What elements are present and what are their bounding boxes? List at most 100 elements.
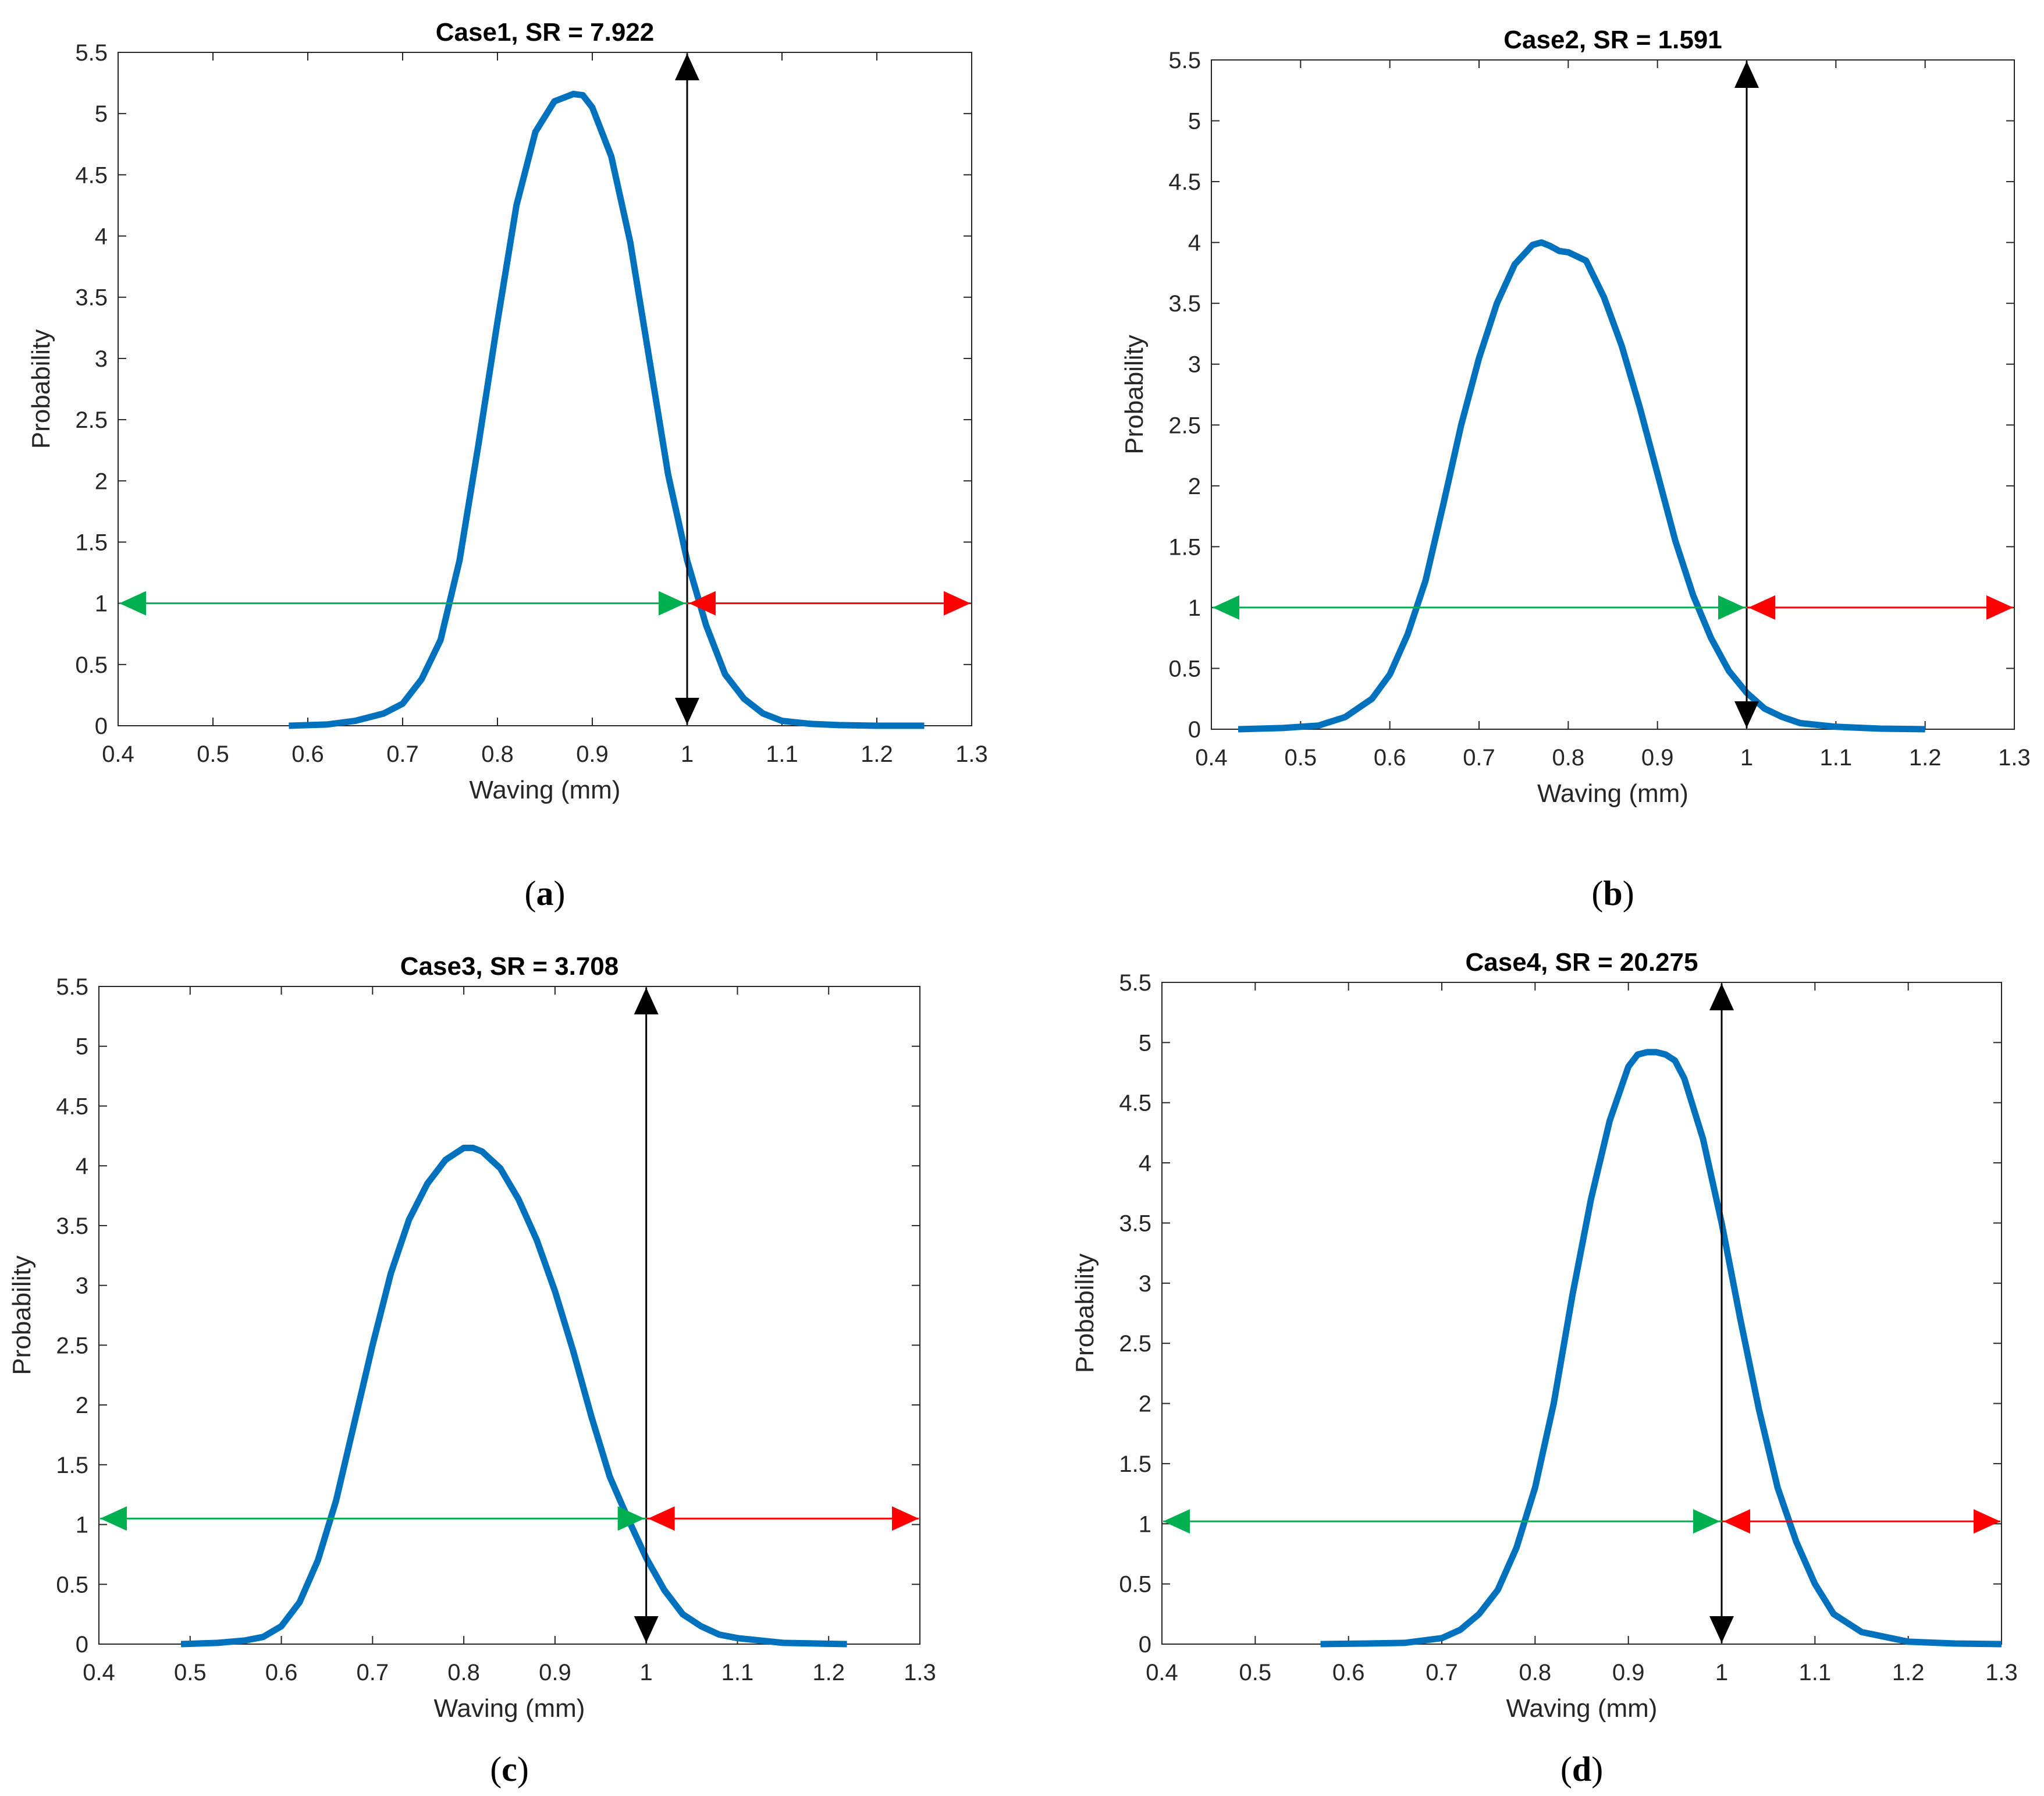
series-line-waving-pdf (289, 91, 925, 729)
safe-arrowhead-left (100, 1506, 127, 1531)
x-tick-label: 1.1 (1799, 1660, 1832, 1685)
failure-arrowhead-left (1748, 595, 1775, 620)
x-tick-label: 0.9 (1612, 1660, 1645, 1685)
caption-close-paren: ) (1623, 874, 1634, 913)
y-tick-label: 5.5 (56, 974, 88, 1000)
series-line-waving-pdf (180, 1144, 847, 1648)
y-axis-label: Probability (27, 329, 55, 449)
y-tick-label: 0.5 (75, 652, 108, 678)
y-tick-label: 3 (76, 1273, 88, 1299)
safe-arrowhead-right (1693, 1509, 1720, 1534)
x-tick-label: 1.3 (1998, 745, 2031, 771)
y-axis-label: Probability (8, 1255, 36, 1375)
threshold-arrowhead-bottom (1734, 701, 1759, 728)
threshold-arrowhead-top (675, 54, 699, 80)
panel-caption: (b) (1591, 874, 1634, 913)
y-tick-label: 5 (76, 1034, 88, 1060)
y-tick-label: 0.5 (1168, 656, 1201, 682)
series-line-waving-pdf (1238, 239, 1925, 733)
chart-panel-a: 0.4 0.5 0.6 0.7 0.8 0.9 1 1.1 1.2 1.3 0 0.5 1 1.5 2 2.5… (27, 18, 988, 913)
y-tick-label: 2 (1139, 1392, 1151, 1417)
x-tick-label: 0.8 (1519, 1660, 1552, 1685)
caption-letter: d (1572, 1750, 1591, 1788)
y-tick-label: 0.5 (1119, 1572, 1151, 1598)
x-tick-label: 0.4 (102, 741, 134, 767)
caption-letter: b (1603, 874, 1622, 913)
x-tick-label: 0.4 (1195, 745, 1228, 771)
y-tick-label: 1.5 (56, 1453, 88, 1478)
plot-area (118, 52, 972, 726)
y-tick-label: 2.5 (1119, 1331, 1151, 1357)
safe-arrowhead-right (1718, 595, 1745, 620)
y-tick-label: 3.5 (56, 1213, 88, 1239)
threshold-arrowhead-top (1709, 984, 1734, 1010)
x-tick-label: 1.3 (1985, 1660, 2018, 1685)
x-tick-label: 1.2 (812, 1660, 845, 1685)
x-tick-label: 1 (681, 741, 694, 767)
caption-open-paren: ( (1591, 874, 1603, 913)
x-tick-label: 0.4 (1146, 1660, 1178, 1685)
y-tick-label: 1.5 (1119, 1451, 1151, 1477)
x-tick-label: 0.7 (1426, 1660, 1458, 1685)
threshold-arrowhead-bottom (675, 698, 699, 725)
x-tick-label: 0.5 (174, 1660, 207, 1685)
y-axis-label: Probability (1071, 1254, 1099, 1373)
x-tick-label: 1.2 (1909, 745, 1942, 771)
failure-arrowhead-left (689, 591, 716, 616)
y-tick-label: 1 (1188, 595, 1201, 621)
y-tick-label: 2 (95, 468, 108, 494)
chart-title: Case2, SR = 1.591 (1503, 26, 1722, 54)
safe-arrowhead-right (617, 1506, 645, 1531)
y-tick-label: 2.5 (75, 407, 108, 433)
x-axis-label: Waving (mm) (1506, 1694, 1658, 1723)
y-tick-label: 3.5 (1168, 291, 1201, 317)
threshold-arrowhead-top (634, 988, 659, 1014)
caption-open-paren: ( (1560, 1750, 1572, 1788)
y-tick-label: 1 (1139, 1511, 1151, 1537)
x-tick-label: 1.2 (861, 741, 893, 767)
x-tick-label: 0.8 (447, 1660, 480, 1685)
caption-letter: a (536, 874, 554, 913)
y-tick-label: 1.5 (75, 530, 108, 555)
caption-close-paren: ) (554, 874, 566, 913)
y-tick-label: 5 (1188, 109, 1201, 134)
failure-arrowhead-left (1723, 1509, 1750, 1534)
caption-letter: c (502, 1750, 517, 1788)
y-tick-label: 2.5 (56, 1333, 88, 1358)
x-tick-label: 1 (640, 1660, 653, 1685)
chart-title: Case4, SR = 20.275 (1466, 948, 1698, 977)
y-tick-label: 2 (1188, 474, 1201, 499)
x-tick-label: 0.9 (1641, 745, 1674, 771)
x-axis-label: Waving (mm) (434, 1694, 585, 1723)
y-tick-label: 2 (76, 1393, 88, 1418)
y-tick-label: 0 (1139, 1632, 1151, 1657)
x-tick-label: 1.3 (955, 741, 988, 767)
chart-panel-c: 0.4 0.5 0.6 0.7 0.8 0.9 1 1.1 1.2 1.3 0 0.5 1 1.5 2 2.5… (8, 952, 936, 1788)
y-tick-label: 4.5 (56, 1094, 88, 1119)
threshold-arrowhead-bottom (634, 1616, 659, 1643)
failure-arrowhead-right (944, 591, 971, 616)
x-tick-label: 0.5 (1285, 745, 1317, 771)
x-tick-label: 1.1 (766, 741, 798, 767)
y-tick-label: 4.5 (75, 162, 108, 188)
panel-caption: (d) (1560, 1750, 1603, 1788)
caption-open-paren: ( (490, 1750, 502, 1788)
x-tick-label: 0.9 (539, 1660, 571, 1685)
x-tick-label: 1 (1715, 1660, 1728, 1685)
plot-area (1211, 59, 2015, 730)
x-tick-label: 0.5 (1239, 1660, 1272, 1685)
x-tick-label: 1.1 (1820, 745, 1853, 771)
plot-area (1161, 982, 2002, 1645)
x-axis-label: Waving (mm) (1537, 779, 1688, 808)
x-tick-label: 0.7 (1463, 745, 1495, 771)
y-tick-label: 5 (95, 101, 108, 127)
y-tick-label: 3.5 (75, 285, 108, 311)
y-axis-label: Probability (1120, 335, 1149, 454)
y-tick-label: 3.5 (1119, 1211, 1151, 1236)
x-tick-label: 0.9 (576, 741, 609, 767)
safe-arrowhead-right (659, 591, 685, 616)
y-tick-label: 1 (95, 591, 108, 617)
x-tick-label: 0.8 (481, 741, 514, 767)
y-tick-label: 5.5 (1168, 48, 1201, 73)
